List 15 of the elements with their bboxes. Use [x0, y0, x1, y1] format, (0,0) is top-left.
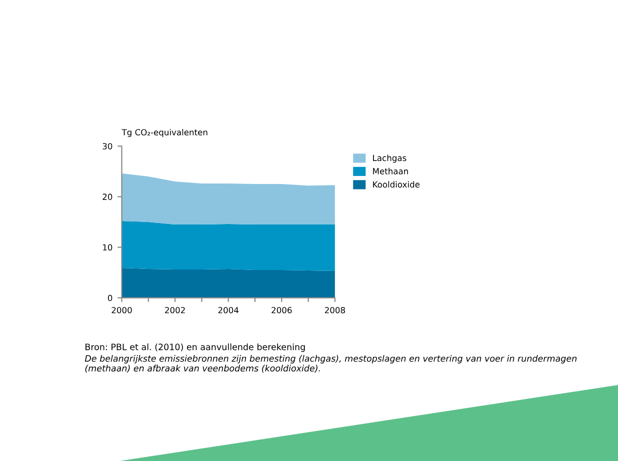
y-tick-label: 30	[102, 143, 112, 150]
legend-label: Lachgas	[373, 154, 406, 163]
y-axis-title: Tg CO₂-equivalenten	[122, 128, 208, 138]
y-tick-label: 0	[108, 294, 112, 302]
y-tick-label: 20	[102, 194, 112, 200]
x-tick-label: 2008	[324, 306, 345, 314]
legend-label: Kooldioxide	[373, 181, 420, 188]
y-tick-label: 10	[103, 244, 112, 251]
legend-label: Methaan	[373, 168, 408, 174]
text: De belangrijkste emissiebronnen zijn bemesting (lachgas), mestopslagen en vertering van voer in rundermagen (methaan) en afbraak van veenbodems (kooldioxide).	[84, 354, 577, 373]
x-tick-label: 2004	[218, 306, 238, 314]
x-tick-label: 2006	[272, 306, 292, 314]
x-tick-label: 2002	[165, 306, 185, 314]
x-tick-label: 2000	[112, 306, 132, 314]
text: Bron: PBL et al. (2010) en aanvullende berekening	[86, 343, 305, 352]
